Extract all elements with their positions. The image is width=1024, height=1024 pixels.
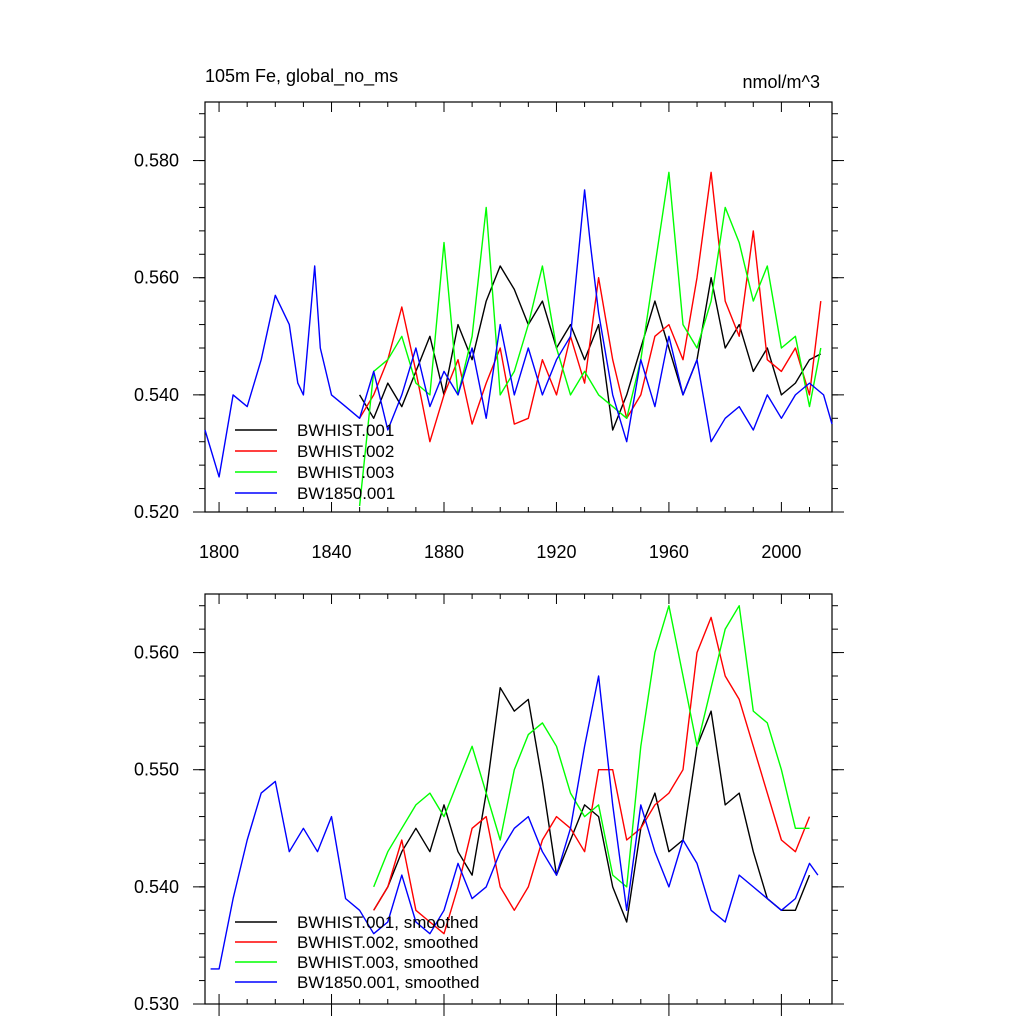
bottom-y-tick-label: 0.550 xyxy=(134,760,179,780)
bottom-series-bwhist-002-smoothed xyxy=(373,616,811,935)
top-y-tick-label: 0.520 xyxy=(134,502,179,522)
bottom-y-tick-label: 0.530 xyxy=(134,994,179,1014)
top-legend-label: BWHIST.002 xyxy=(297,442,394,461)
top-series-bwhist-003 xyxy=(358,171,822,507)
top-legend-label: BWHIST.001 xyxy=(297,421,394,440)
bottom-series-bwhist-001-smoothed xyxy=(373,687,811,923)
top-x-tick-label: 1840 xyxy=(312,542,352,562)
bottom-legend-label: BW1850.001, smoothed xyxy=(297,973,479,992)
bottom-legend-label: BWHIST.001, smoothed xyxy=(297,913,478,932)
bottom-legend-label: BWHIST.002, smoothed xyxy=(297,933,478,952)
top-y-tick-label: 0.540 xyxy=(134,385,179,405)
bottom-series-bwhist-003-smoothed xyxy=(373,605,810,888)
bottom-y-tick-label: 0.540 xyxy=(134,877,179,897)
top-legend-label: BW1850.001 xyxy=(297,484,395,503)
bottom-series-bw1850-001-smoothed xyxy=(210,675,819,970)
top-y-tick-label: 0.560 xyxy=(134,268,179,288)
top-chart-title: 105m Fe, global_no_ms xyxy=(205,66,398,87)
top-panel: 1800 1840 1880 1920 1960 2000 0.520 0.540 0.560 0… xyxy=(134,66,844,562)
top-series-bwhist-001 xyxy=(359,265,822,431)
top-x-tick-label: 1800 xyxy=(199,542,239,562)
top-x-tick-label: 2000 xyxy=(761,542,801,562)
top-series-bwhist-002 xyxy=(359,171,822,443)
top-series-bw1850-001 xyxy=(204,189,833,478)
top-plot-frame xyxy=(204,101,833,513)
top-y-tick-label: 0.580 xyxy=(134,151,179,171)
top-x-tick-label: 1920 xyxy=(536,542,576,562)
top-legend-label: BWHIST.003 xyxy=(297,463,394,482)
bottom-plot-frame xyxy=(204,593,833,1005)
bottom-y-tick-label: 0.560 xyxy=(134,643,179,663)
bottom-panel: 0.530 0.540 0.550 0.560 BWHIST.001, smoothed… xyxy=(134,593,844,1016)
bottom-legend-label: BWHIST.003, smoothed xyxy=(297,953,478,972)
top-x-tick-label: 1880 xyxy=(424,542,464,562)
top-units-label: nmol/m^3 xyxy=(743,72,820,92)
top-x-tick-label: 1960 xyxy=(649,542,689,562)
